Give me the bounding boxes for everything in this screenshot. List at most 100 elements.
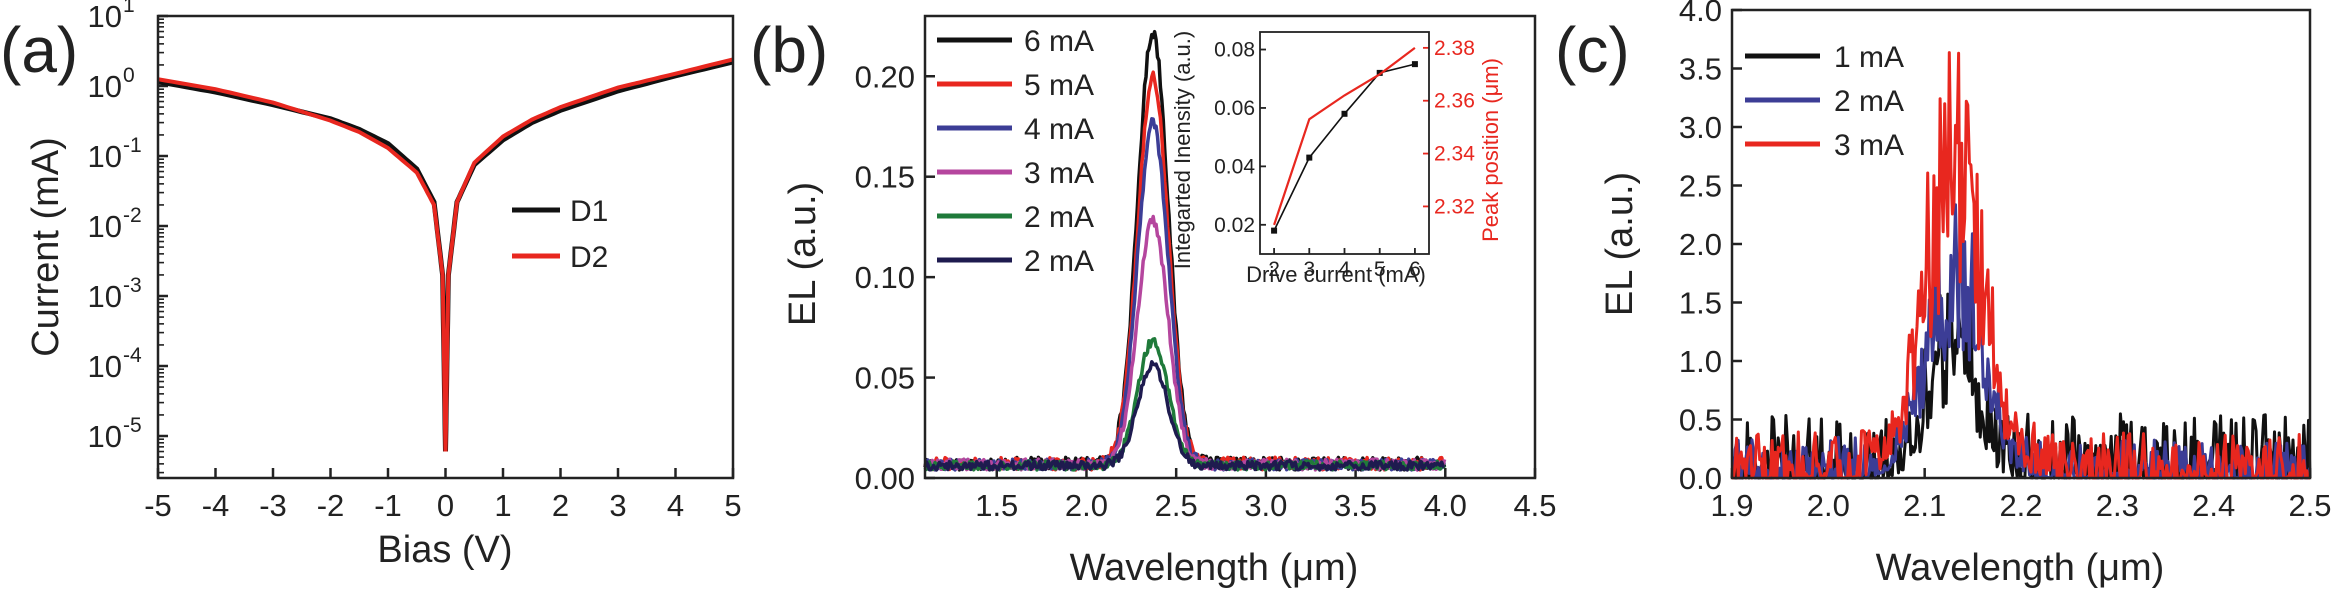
panel-b-ticks: 1.5 2.0 2.5 3.0 3.5 4.0 4.5 0.00 0.05 0.10 0.15 0.2… [855,59,1557,523]
a-xtick-label: 2 [552,488,569,523]
c-ytick-label: 1.5 [1679,286,1722,321]
b-xtick-label: 4.0 [1424,488,1467,523]
b-ytick-label: 0.10 [855,260,915,295]
legend-label-2ma-navy: 2 mA [1024,245,1094,278]
inset-intensity-point [1341,110,1348,117]
b-xtick-label: 3.5 [1334,488,1377,523]
b-xtick-label: 2.0 [1065,488,1108,523]
a-xtick-label: -3 [259,488,287,523]
inset-intensity-point [1376,69,1383,76]
b-ytick-label: 0.05 [855,361,915,396]
a-ytick-label: 10 [88,139,122,174]
a-ytick-label: 10 [88,69,122,104]
a-ytick-exponent: -4 [123,344,142,367]
panel-c-frame [1730,8,2312,480]
b-ytick-label: 0.00 [855,461,915,496]
inset-peak-line [1273,47,1416,226]
c-xtick-label: 2.1 [1903,488,1946,523]
a-xtick-label: 5 [724,488,741,523]
panel-c-ylabel: EL (a.u.) [1599,172,1641,316]
inset-xtick-label: 5 [1374,258,1386,281]
panel-c-series [1730,51,2312,480]
panel-b-legend: 6 mA 5 mA 4 mA 3 mA 2 mA 2 mA [937,25,1094,278]
legend-label-5ma: 5 mA [1024,69,1094,102]
a-xtick-label: 1 [494,488,511,523]
panel-b-ylabel: EL (a.u.) [782,182,824,326]
c-ytick-label: 2.5 [1679,169,1722,204]
legend-label-6ma: 6 mA [1024,25,1094,58]
panel-b-frame [923,14,1537,480]
a-xtick-label: -1 [374,488,402,523]
inset-ytick-left-label: 0.06 [1214,97,1255,120]
inset-xlabel: Drive current (mA) [1246,262,1426,287]
c-xtick-label: 2.0 [1807,488,1850,523]
panel-b-label: (b) [750,14,828,86]
inset-intensity-point [1411,61,1418,68]
c-series-2 [1732,51,2310,480]
panel-b-inset: 2 3 4 5 6 0.02 0.04 0.06 0.08 2.32 2.34 2.36 2.38 Dr… [1170,31,1503,287]
c-ytick-label: 0.5 [1679,403,1722,438]
b-xtick-label: 4.5 [1513,488,1556,523]
panel-a-legend: D1 D2 [512,195,608,274]
inset-xtick-label: 2 [1268,258,1280,281]
panel-c-xlabel: Wavelength (μm) [1876,547,2165,589]
a-xtick-label: 4 [667,488,684,523]
b-xtick-label: 3.0 [1244,488,1287,523]
panel-a-frame [156,14,735,480]
inset-ytick-right-label: 2.38 [1434,37,1475,60]
inset-ytick-left-label: 0.04 [1214,155,1255,178]
c-xtick-label: 2.4 [2192,488,2235,523]
a-xtick-label: -5 [144,488,172,523]
a-ytick-exponent: -5 [123,414,142,437]
legend-label-d1: D1 [570,195,608,228]
inset-ytick-right-label: 2.32 [1434,195,1475,218]
a-ytick-exponent: -3 [123,274,142,297]
inset-intensity-point [1306,154,1313,161]
inset-series [1271,47,1418,234]
panel-a-series [157,57,734,452]
inset-ytick-left-label: 0.02 [1214,214,1255,237]
inset-ylabel-right: Peak position (μm) [1478,58,1503,242]
a-ytick-label: 10 [88,0,122,34]
panel-b: (b) 1.5 2.0 2.5 3.0 3.5 4.0 4.5 0.00 0.05 0.10 0.1… [750,14,1557,589]
a-ytick-label: 10 [88,279,122,314]
a-series-d2 [157,57,734,452]
c-ytick-label: 0.0 [1679,461,1722,496]
legend-label-2ma: 2 mA [1834,85,1904,118]
legend-label-3ma: 3 mA [1024,157,1094,190]
panel-a-label: (a) [0,14,78,86]
b-ytick-label: 0.20 [855,59,915,94]
panel-a-xlabel: Bias (V) [377,529,512,571]
b-series-4 [923,337,1447,472]
inset-ytick-right-label: 2.36 [1434,90,1475,113]
inset-xtick-label: 3 [1303,258,1315,281]
panel-a-ylabel: Current (mA) [25,137,67,357]
c-xtick-label: 2.3 [2096,488,2139,523]
c-xtick-label: 1.9 [1710,488,1753,523]
legend-label-d2: D2 [570,241,608,274]
c-ytick-label: 4.0 [1679,0,1722,28]
a-ytick-exponent: 0 [123,64,135,87]
c-ytick-label: 3.5 [1679,52,1722,87]
inset-xtick-label: 4 [1339,258,1351,281]
inset-xtick-label: 6 [1409,258,1421,281]
b-xtick-label: 1.5 [975,488,1018,523]
legend-label-4ma: 4 mA [1024,113,1094,146]
inset-intensity-point [1271,227,1278,234]
legend-label-2ma-green: 2 mA [1024,201,1094,234]
a-ytick-exponent: -1 [123,134,142,157]
panel-c-legend: 1 mA 2 mA 3 mA [1745,41,1904,162]
b-xtick-label: 2.5 [1155,488,1198,523]
b-ytick-label: 0.15 [855,160,915,195]
a-ytick-exponent: -2 [123,204,142,227]
a-xtick-label: -4 [202,488,230,523]
panel-c-label: (c) [1555,14,1630,86]
legend-label-1ma: 1 mA [1834,41,1904,74]
a-xtick-label: 0 [437,488,454,523]
c-ytick-label: 1.0 [1679,344,1722,379]
inset-ytick-right-label: 2.34 [1434,143,1475,166]
a-ytick-exponent: 1 [123,0,135,17]
inset-frame [1259,31,1430,255]
